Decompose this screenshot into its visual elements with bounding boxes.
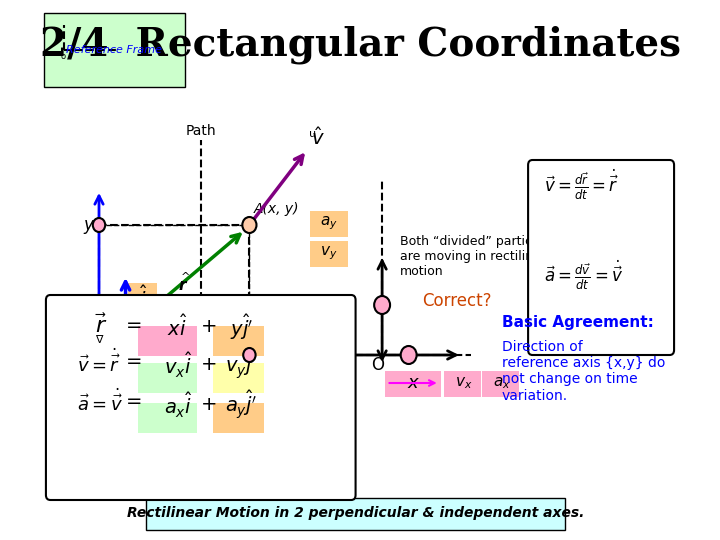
Text: ^: ^ (181, 272, 191, 282)
FancyBboxPatch shape (138, 363, 197, 393)
Circle shape (374, 296, 390, 314)
Text: =: = (125, 353, 142, 372)
Text: $\vec{a} = \frac{d\vec{v}}{dt} = \dot{\vec{v}}$: $\vec{a} = \frac{d\vec{v}}{dt} = \dot{\v… (544, 259, 624, 292)
Text: $a_x$: $a_x$ (492, 375, 510, 391)
FancyBboxPatch shape (444, 371, 481, 397)
FancyBboxPatch shape (213, 326, 264, 356)
Text: Both “divided” particles,
are moving in rectilinear
motion: Both “divided” particles, are moving in … (400, 235, 554, 278)
Text: $a_y\hat{j}'$: $a_y\hat{j}'$ (225, 389, 256, 421)
FancyBboxPatch shape (138, 403, 197, 433)
Text: x: x (408, 374, 418, 392)
Text: $\vec{r}$: $\vec{r}$ (94, 313, 107, 336)
Text: $\vec{a} = \dot{\vec{v}}$: $\vec{a} = \dot{\vec{v}}$ (77, 389, 123, 415)
Circle shape (93, 218, 105, 232)
Text: Correct?: Correct? (422, 292, 492, 310)
Text: $v_x$: $v_x$ (455, 375, 472, 391)
Text: o: o (61, 52, 66, 61)
Text: =: = (125, 393, 142, 411)
Text: Basic Agreement:: Basic Agreement: (502, 315, 654, 330)
Text: Rectilinear Motion in 2 perpendicular & independent axes.: Rectilinear Motion in 2 perpendicular & … (127, 506, 584, 520)
FancyBboxPatch shape (482, 371, 519, 397)
FancyBboxPatch shape (146, 498, 565, 530)
Text: O: O (89, 353, 102, 371)
FancyBboxPatch shape (384, 371, 441, 397)
Text: y: y (319, 308, 330, 327)
FancyBboxPatch shape (528, 160, 674, 355)
Circle shape (401, 346, 417, 364)
Text: y: y (83, 216, 93, 234)
Text: $\hat{j}$: $\hat{j}$ (137, 283, 148, 313)
Text: +: + (201, 318, 217, 336)
Circle shape (243, 348, 256, 362)
Text: $v_y\hat{j}'$: $v_y\hat{j}'$ (225, 349, 256, 381)
Text: $y\hat{j}'$: $y\hat{j}'$ (230, 312, 253, 342)
FancyBboxPatch shape (266, 349, 291, 375)
Text: $v_y$: $v_y$ (320, 244, 338, 262)
Text: O: O (372, 356, 384, 374)
Text: Path: Path (186, 124, 216, 138)
FancyBboxPatch shape (310, 241, 348, 267)
Text: ∇: ∇ (94, 335, 102, 345)
Text: x: x (280, 346, 290, 364)
Text: u: u (309, 129, 316, 139)
FancyBboxPatch shape (46, 295, 356, 500)
Text: $\hat{i}$: $\hat{i}$ (274, 349, 283, 375)
Text: +: + (201, 355, 217, 375)
Text: $a_x\hat{i}$: $a_x\hat{i}$ (163, 390, 192, 420)
FancyBboxPatch shape (138, 326, 197, 356)
Text: =: = (125, 315, 142, 334)
Text: +: + (201, 395, 217, 415)
FancyBboxPatch shape (44, 13, 185, 87)
FancyBboxPatch shape (213, 363, 264, 393)
Circle shape (243, 217, 256, 233)
Text: $v_x\hat{i}$: $v_x\hat{i}$ (163, 350, 192, 380)
FancyBboxPatch shape (213, 403, 264, 433)
Text: $\hat{v}$: $\hat{v}$ (311, 127, 325, 149)
Text: A(x, y): A(x, y) (254, 202, 300, 216)
Text: $\vec{v} = \dot{\vec{r}}$: $\vec{v} = \dot{\vec{r}}$ (77, 348, 120, 375)
Text: Reference Frame: Reference Frame (66, 45, 162, 55)
Text: r: r (179, 278, 186, 293)
FancyBboxPatch shape (128, 283, 156, 317)
FancyBboxPatch shape (310, 298, 340, 337)
Text: 2/4  Rectangular Coordinates: 2/4 Rectangular Coordinates (40, 25, 680, 64)
Text: $a_y$: $a_y$ (320, 214, 338, 232)
Text: $\vec{v} = \frac{d\vec{r}}{dt} = \dot{\vec{r}}$: $\vec{v} = \frac{d\vec{r}}{dt} = \dot{\v… (544, 168, 619, 202)
FancyBboxPatch shape (310, 211, 348, 237)
Text: Direction of
reference axis {x,y} do
not change on time
variation.: Direction of reference axis {x,y} do not… (502, 340, 665, 403)
Text: $x\hat{i}$: $x\hat{i}$ (167, 314, 188, 340)
